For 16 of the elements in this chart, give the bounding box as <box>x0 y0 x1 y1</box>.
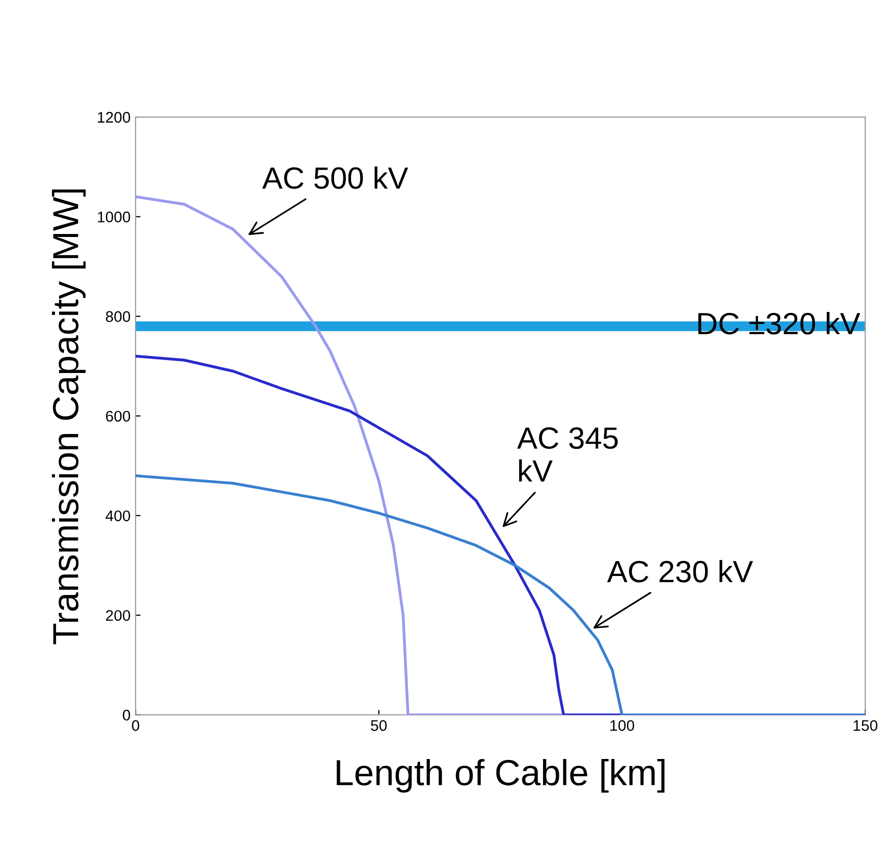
y-tick-label: 400 <box>106 510 130 522</box>
y-tick-label: 200 <box>106 610 130 621</box>
x-tick-label: 100 <box>610 720 634 731</box>
annotation: AC 500 kV <box>262 166 408 189</box>
x-tick-label: 150 <box>854 720 878 731</box>
x-tick-label: 0 <box>132 720 140 731</box>
annotation: AC 345 kV <box>517 427 618 482</box>
y-tick-label: 1200 <box>98 112 130 123</box>
x-tick-label: 50 <box>370 720 387 731</box>
y-tick-label: 1000 <box>98 212 130 222</box>
y-tick-label: 600 <box>106 410 130 422</box>
y-tick-label: 0 <box>122 710 130 721</box>
x-axis-title: Length of Cable [km] <box>336 758 664 793</box>
y-tick-label: 800 <box>106 311 130 322</box>
annotation: AC 230 kV <box>607 560 753 582</box>
y-axis-title: Transmission Capacity [MW] <box>52 189 86 644</box>
